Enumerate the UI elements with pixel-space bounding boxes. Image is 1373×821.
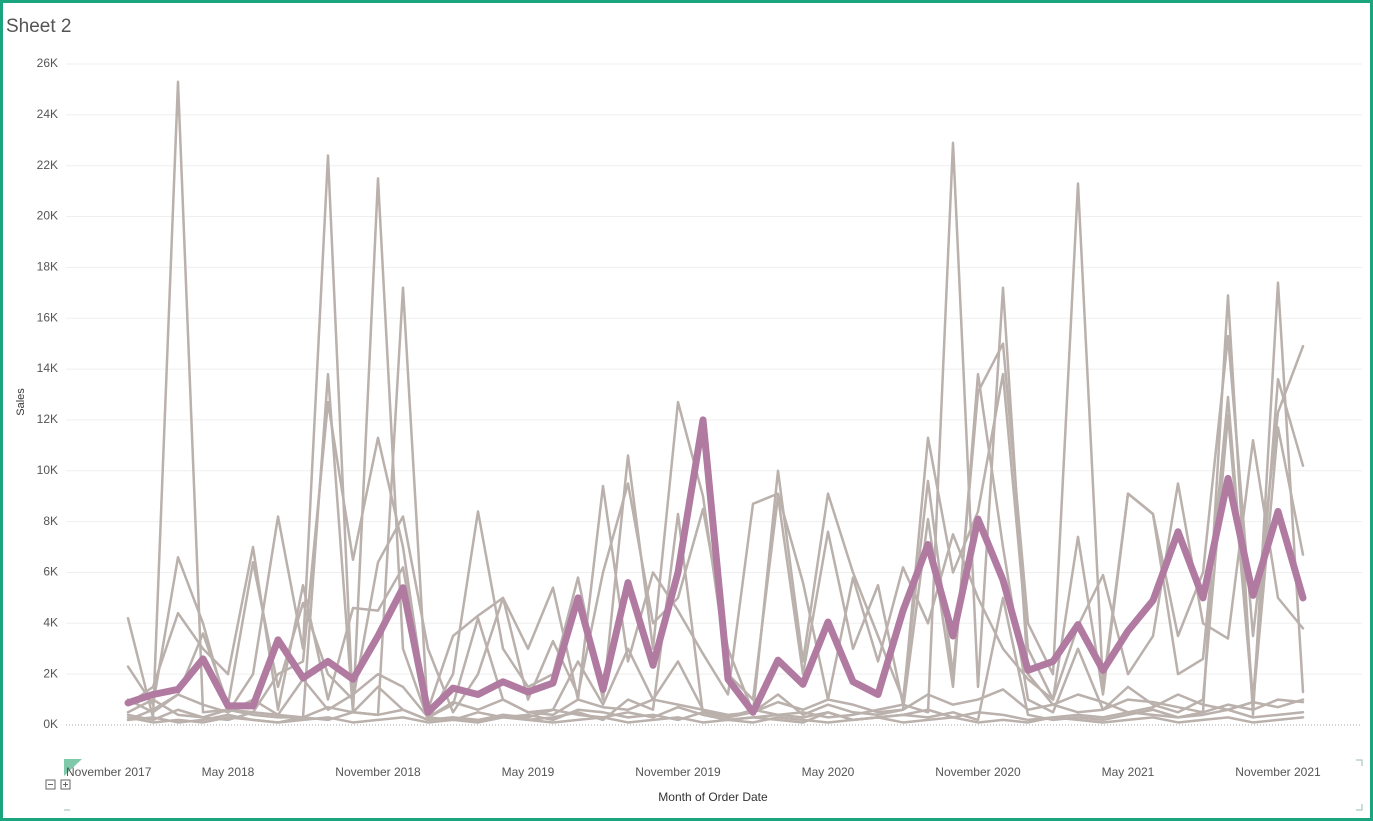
- x-tick-label: May 2019: [502, 765, 555, 779]
- x-tick-label: November 2017: [66, 765, 152, 779]
- y-tick-label: 14K: [37, 361, 58, 375]
- x-tick-label: May 2020: [802, 765, 855, 779]
- y-tick-label: 20K: [37, 209, 58, 223]
- y-tick-label: 10K: [37, 463, 58, 477]
- y-tick-label: 6K: [43, 565, 58, 579]
- series-line: [126, 281, 1305, 724]
- corner-marker: [64, 759, 82, 776]
- x-tick-label: May 2021: [1102, 765, 1155, 779]
- x-axis-title: Month of Order Date: [658, 790, 768, 804]
- series-line: [126, 716, 1305, 724]
- y-tick-label: 12K: [37, 412, 58, 426]
- y-tick-label: 26K: [37, 56, 58, 70]
- y-tick-label: 22K: [37, 158, 58, 172]
- x-tick-label: November 2019: [635, 765, 721, 779]
- series-line: [126, 672, 1305, 722]
- y-tick-label: 16K: [37, 310, 58, 324]
- y-tick-label: 24K: [37, 107, 58, 121]
- series-line: [124, 416, 1307, 716]
- y-tick-label: 18K: [37, 260, 58, 274]
- x-tick-label: November 2018: [335, 765, 421, 779]
- corner-marks: [64, 759, 1363, 811]
- y-axis-title: Sales: [15, 388, 27, 416]
- chart-title: Sheet 2: [6, 16, 72, 37]
- x-tick-label: May 2018: [202, 765, 255, 779]
- y-tick-label: 8K: [43, 514, 58, 528]
- x-tick-label: November 2021: [1235, 765, 1321, 779]
- y-tick-label: 2K: [43, 666, 58, 680]
- x-tick-label: November 2020: [935, 765, 1021, 779]
- series-line: [126, 439, 1305, 711]
- y-tick-label: 0K: [43, 717, 58, 731]
- y-tick-label: 4K: [43, 615, 58, 629]
